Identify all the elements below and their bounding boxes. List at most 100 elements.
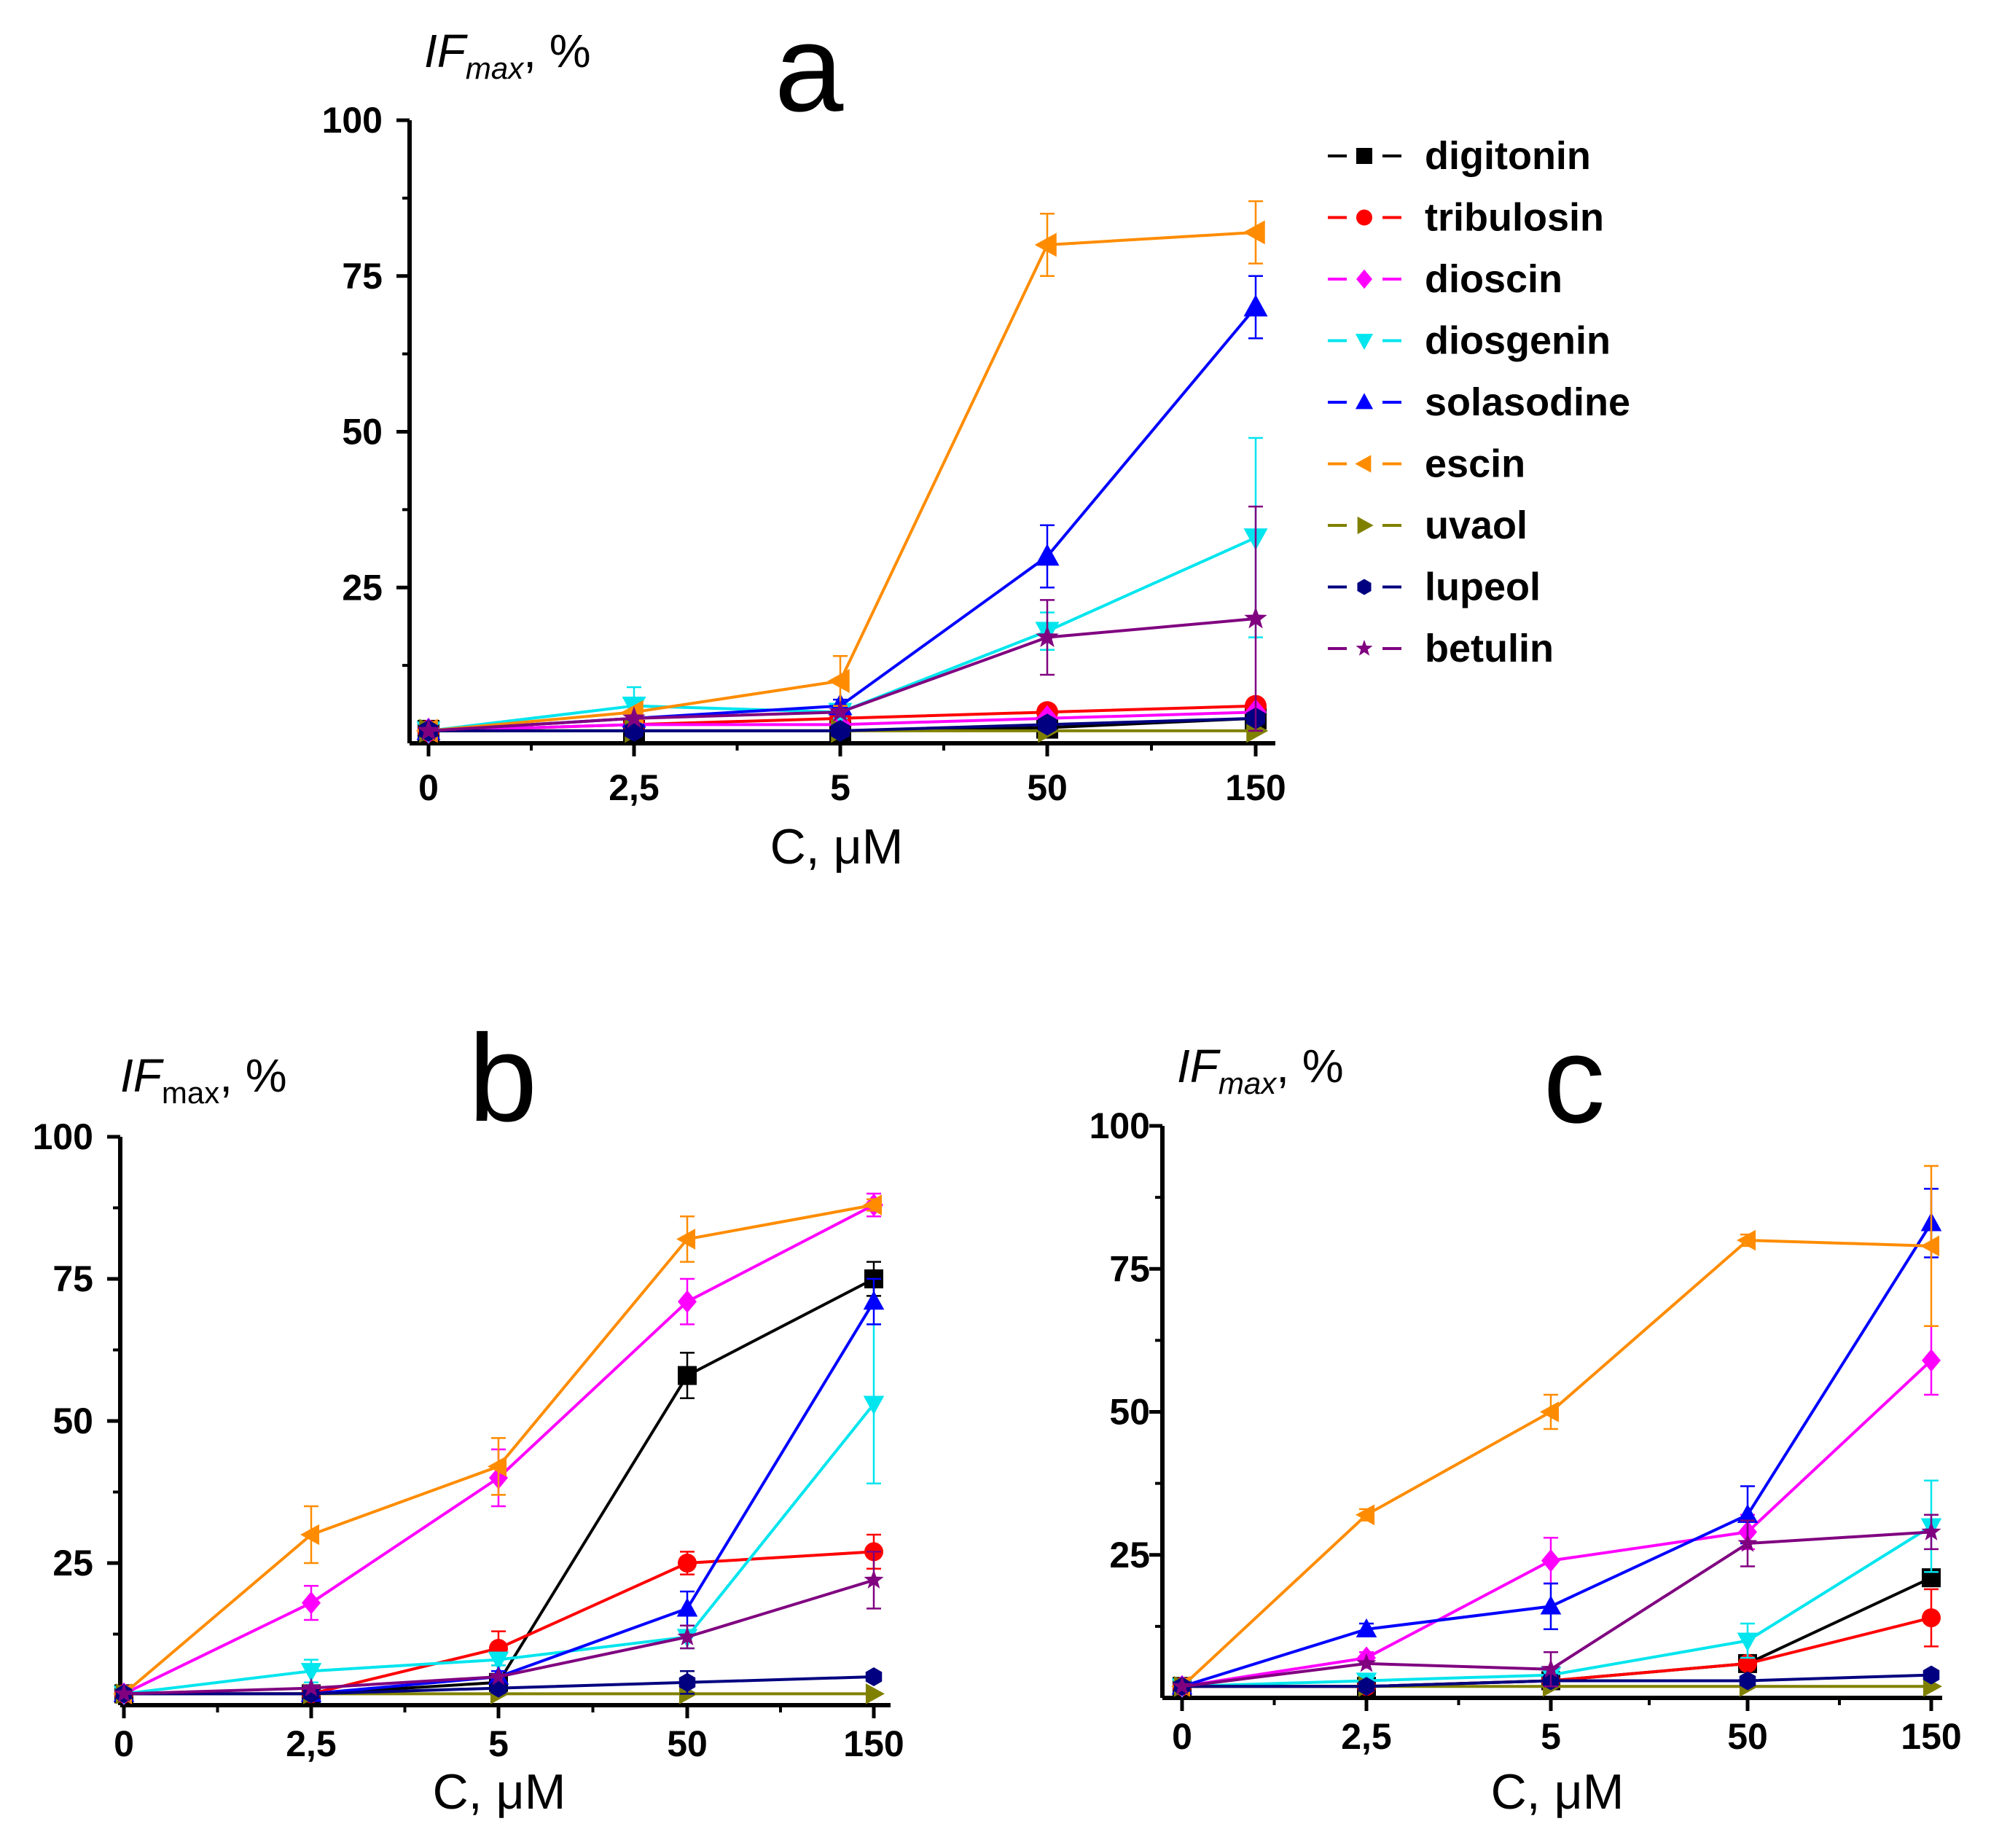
y-axis-label-rest: , %	[219, 1049, 286, 1102]
data-point	[1036, 625, 1059, 647]
data-point	[1737, 1229, 1756, 1251]
data-point	[1243, 294, 1268, 317]
series-solasodine	[416, 275, 1268, 740]
data-point	[300, 1524, 320, 1546]
data-point	[829, 700, 852, 722]
legend-item-uvaol: uvaol	[1328, 504, 1528, 547]
y-tick-label: 100	[1090, 1105, 1150, 1146]
data-point	[863, 1194, 883, 1215]
y-tick-label: 50	[342, 412, 383, 453]
panel-letter: c	[1544, 1011, 1605, 1149]
series-escin	[1171, 1164, 1940, 1697]
y-axis-label-main: IF	[424, 25, 469, 77]
data-point	[488, 1666, 509, 1685]
y-axis-label-sub: max	[466, 51, 525, 85]
y-axis-label-main: IF	[120, 1049, 165, 1102]
data-point	[678, 1366, 697, 1385]
x-tick-label: 0	[114, 1723, 134, 1764]
panel-letter: a	[775, 0, 844, 138]
series-escin	[415, 200, 1265, 743]
data-point	[1738, 1653, 1757, 1673]
chart-panel-a: 25 50 75 100 0 2,5 5 50 150 C, μM IFmax, % a digiton…	[322, 0, 1631, 874]
data-point	[1356, 1653, 1377, 1672]
y-axis-label-sub: max	[1219, 1066, 1278, 1100]
data-point	[488, 1456, 507, 1477]
series-solasodine	[1171, 1188, 1942, 1695]
legend-item-dioscin: dioscin	[1328, 257, 1562, 301]
y-tick-label: 100	[322, 100, 383, 141]
series-lupeol	[115, 1667, 883, 1704]
legend-item-tribulosin: tribulosin	[1328, 196, 1604, 240]
legend-marker	[1355, 334, 1374, 351]
x-tick-label: 5	[830, 767, 850, 808]
legend-label: solasodine	[1425, 380, 1630, 424]
legend-label: tribulosin	[1425, 196, 1604, 240]
data-point	[1920, 1235, 1940, 1257]
legend-marker	[1356, 639, 1373, 656]
legend-marker	[1357, 579, 1372, 595]
legend-item-lupeol: lupeol	[1328, 565, 1541, 609]
data-point	[863, 1291, 885, 1310]
data-point	[1244, 606, 1267, 629]
data-point	[488, 1651, 509, 1671]
data-point	[1540, 1595, 1562, 1615]
legend-label: digitonin	[1425, 134, 1591, 178]
data-point	[831, 719, 850, 742]
x-tick-label: 2,5	[609, 767, 660, 808]
data-point	[863, 1395, 885, 1415]
legend-label: escin	[1425, 442, 1525, 486]
data-point	[622, 706, 646, 729]
y-axis-label: IFmax, %	[1177, 1040, 1344, 1100]
series-dioscin	[1173, 1325, 1941, 1698]
legend-label: dioscin	[1425, 257, 1562, 301]
data-point	[1922, 1665, 1940, 1685]
series-betulin	[417, 505, 1267, 741]
data-point	[864, 1570, 884, 1589]
legend-marker	[1355, 393, 1374, 410]
data-point	[1243, 220, 1265, 245]
legend-label: diosgenin	[1425, 319, 1611, 363]
y-axis-label: IFmax, %	[120, 1049, 287, 1110]
data-point	[1034, 232, 1057, 257]
y-tick-label: 75	[1109, 1248, 1150, 1289]
y-tick-label: 100	[33, 1116, 93, 1157]
legend-item-betulin: betulin	[1328, 627, 1554, 670]
data-point	[1922, 1608, 1941, 1628]
series-line	[428, 306, 1257, 732]
series-line	[1181, 1222, 1933, 1688]
legend-item-digitonin: digitonin	[1328, 134, 1591, 178]
legend-marker	[1356, 148, 1372, 164]
legend-label: betulin	[1425, 627, 1554, 670]
legend-marker	[1355, 455, 1372, 473]
panel-letter: b	[469, 1009, 538, 1148]
y-tick-label: 25	[342, 567, 383, 608]
data-point	[865, 1683, 885, 1704]
data-point	[1541, 1659, 1561, 1678]
x-tick-label: 50	[1027, 767, 1068, 808]
data-point	[300, 1663, 322, 1683]
y-tick-label: 25	[52, 1543, 93, 1583]
data-point	[1922, 1349, 1941, 1372]
legend-marker	[1356, 209, 1372, 226]
y-tick-label: 50	[52, 1401, 93, 1441]
data-point	[1921, 1522, 1941, 1540]
data-point	[417, 719, 440, 741]
x-tick-label: 5	[488, 1723, 509, 1764]
x-tick-label: 0	[418, 767, 439, 808]
legend-marker	[1356, 269, 1372, 289]
data-point	[1356, 1504, 1375, 1526]
data-point	[302, 1591, 321, 1615]
series-line	[1181, 1238, 1932, 1688]
data-point	[1737, 1532, 1758, 1552]
data-point	[1540, 1401, 1560, 1422]
chart-panel-b: 25 50 75 100 0 2,5 5 50 150 C, μM IFmax, % b	[33, 1009, 904, 1820]
data-point	[301, 1677, 321, 1697]
data-point	[676, 1229, 696, 1250]
y-axis-label-rest: , %	[523, 25, 590, 77]
data-point	[1038, 713, 1057, 736]
y-axis-label-rest: , %	[1276, 1040, 1343, 1092]
legend-item-solasodine: solasodine	[1328, 380, 1630, 424]
series-betulin	[1172, 1514, 1941, 1695]
data-point	[678, 1672, 696, 1692]
